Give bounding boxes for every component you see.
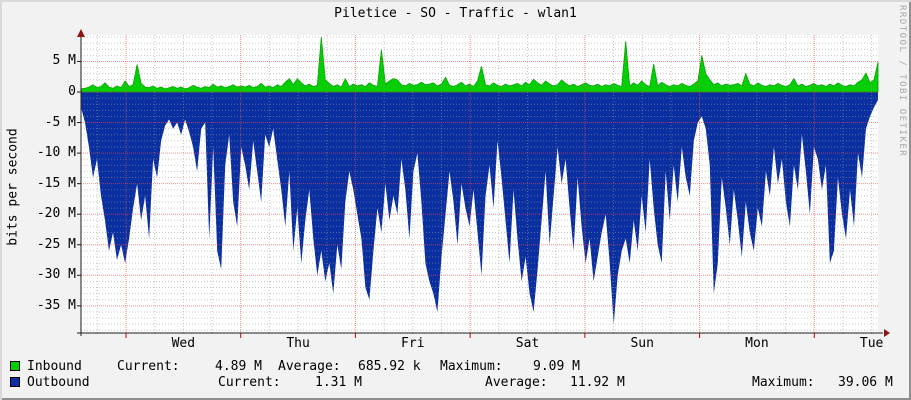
outbound-current-value: 1.31 M [315,375,362,390]
inbound-average-label: Average: [278,359,341,374]
x-tick-label: Thu [286,336,310,351]
inbound-swatch [10,361,20,371]
inbound-current-value: 4.89 M [215,359,262,374]
y-tick-label: -5 M [44,114,76,130]
inbound-average-value: 685.92 k [358,359,421,374]
outbound-average-value: 11.92 M [570,375,625,390]
y-tick-label: -30 M [36,267,76,283]
outbound-maximum-label: Maximum: [752,375,815,390]
outbound-average-label: Average: [485,375,548,390]
x-tick-label: Sun [630,336,654,351]
y-tick-label: 0 [68,84,76,99]
rrdtool-watermark: RRDTOOL / TOBI OETIKER [897,5,907,158]
y-tick-label: 5 M [52,53,76,69]
x-tick-label: Tue [859,336,884,351]
inbound-maximum-value: 9.09 M [533,359,580,374]
outbound-swatch [10,377,20,387]
legend-inbound-label: Inbound [27,359,82,374]
y-tick-label: -20 M [36,206,76,222]
inbound-maximum-label: Maximum: [440,359,503,374]
x-tick-label: Wed [171,336,196,351]
y-tick-label: -15 M [36,175,76,191]
x-tick-label: Sat [515,336,540,351]
graph-title: Piletice - SO - Traffic - wlan1 [334,6,577,21]
y-tick-label: -35 M [36,297,76,313]
x-tick-label: Mon [745,336,769,351]
y-tick-label: -25 M [36,236,76,252]
inbound-current-label: Current: [117,359,180,374]
x-tick-label: Fri [401,336,425,351]
legend-outbound-label: Outbound [27,375,90,390]
outbound-maximum-value: 39.06 M [838,375,893,390]
outbound-current-label: Current: [218,375,281,390]
y-tick-label: -10 M [36,145,76,161]
